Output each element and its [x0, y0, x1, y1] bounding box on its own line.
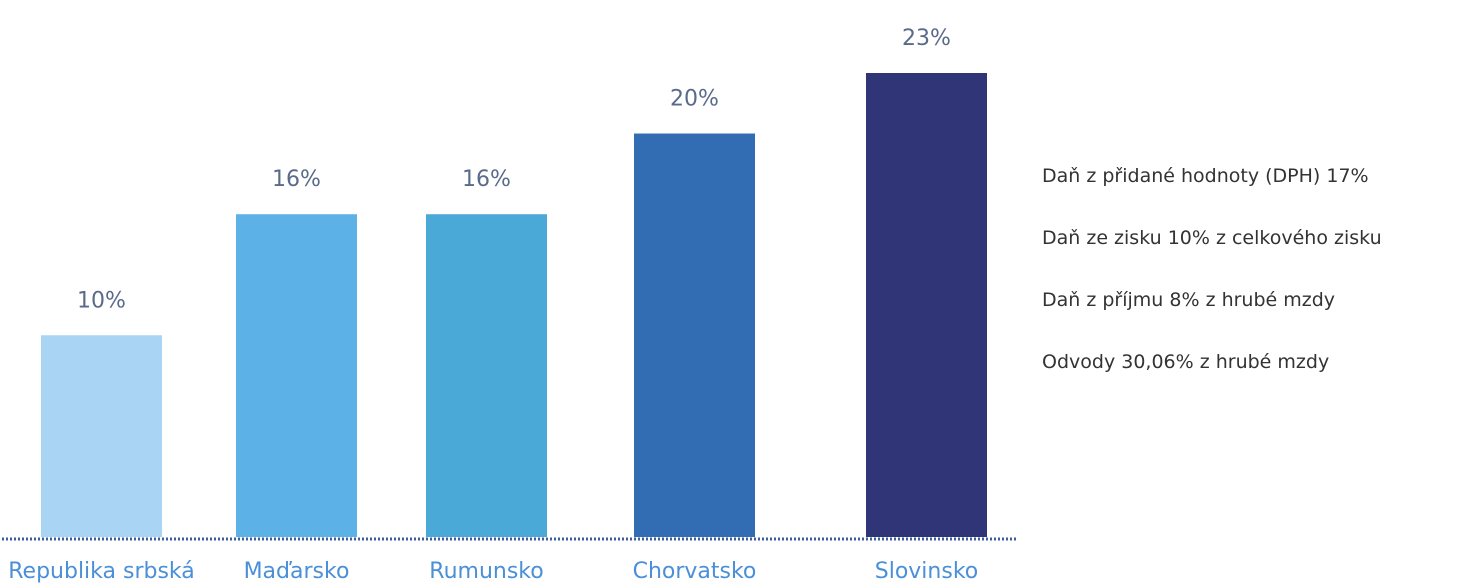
info-line-income-tax: Daň z příjmu 8% z hrubé mzdy [1042, 289, 1336, 311]
bar-chorvatsko [634, 133, 755, 538]
category-labels-layer: Republika srbská Maďarsko Rumunsko Chorvats… [8, 559, 978, 584]
bar-chart: 10% 16% 16% 20% 23% Republika srbská Maďarsko… [2, 26, 1016, 584]
bar-madarsko [236, 214, 357, 537]
value-label-slovinsko: 23% [902, 26, 951, 51]
category-label-slovinsko: Slovinsko [875, 559, 979, 584]
bars-layer [41, 73, 987, 538]
value-label-chorvatsko: 20% [670, 87, 719, 112]
value-label-madarsko: 16% [272, 167, 321, 192]
info-line-vat: Daň z přidané hodnoty (DPH) 17% [1042, 165, 1369, 187]
value-label-republika-srbska: 10% [77, 288, 126, 313]
category-label-rumunsko: Rumunsko [429, 559, 543, 584]
value-labels-layer: 10% 16% 16% 20% 23% [77, 26, 951, 313]
value-label-rumunsko: 16% [462, 167, 511, 192]
info-line-contributions: Odvody 30,06% z hrubé mzdy [1042, 351, 1330, 373]
category-label-madarsko: Maďarsko [244, 559, 350, 584]
bar-slovinsko [866, 73, 987, 537]
category-label-chorvatsko: Chorvatsko [633, 559, 757, 584]
bar-rumunsko [426, 214, 547, 537]
category-label-republika-srbska: Republika srbská [8, 559, 195, 584]
info-line-profit-tax: Daň ze zisku 10% z celkového zisku [1042, 227, 1382, 249]
info-panel: Daň z přidané hodnoty (DPH) 17% Daň ze z… [1042, 160, 1462, 408]
bar-republika-srbska [41, 335, 162, 537]
